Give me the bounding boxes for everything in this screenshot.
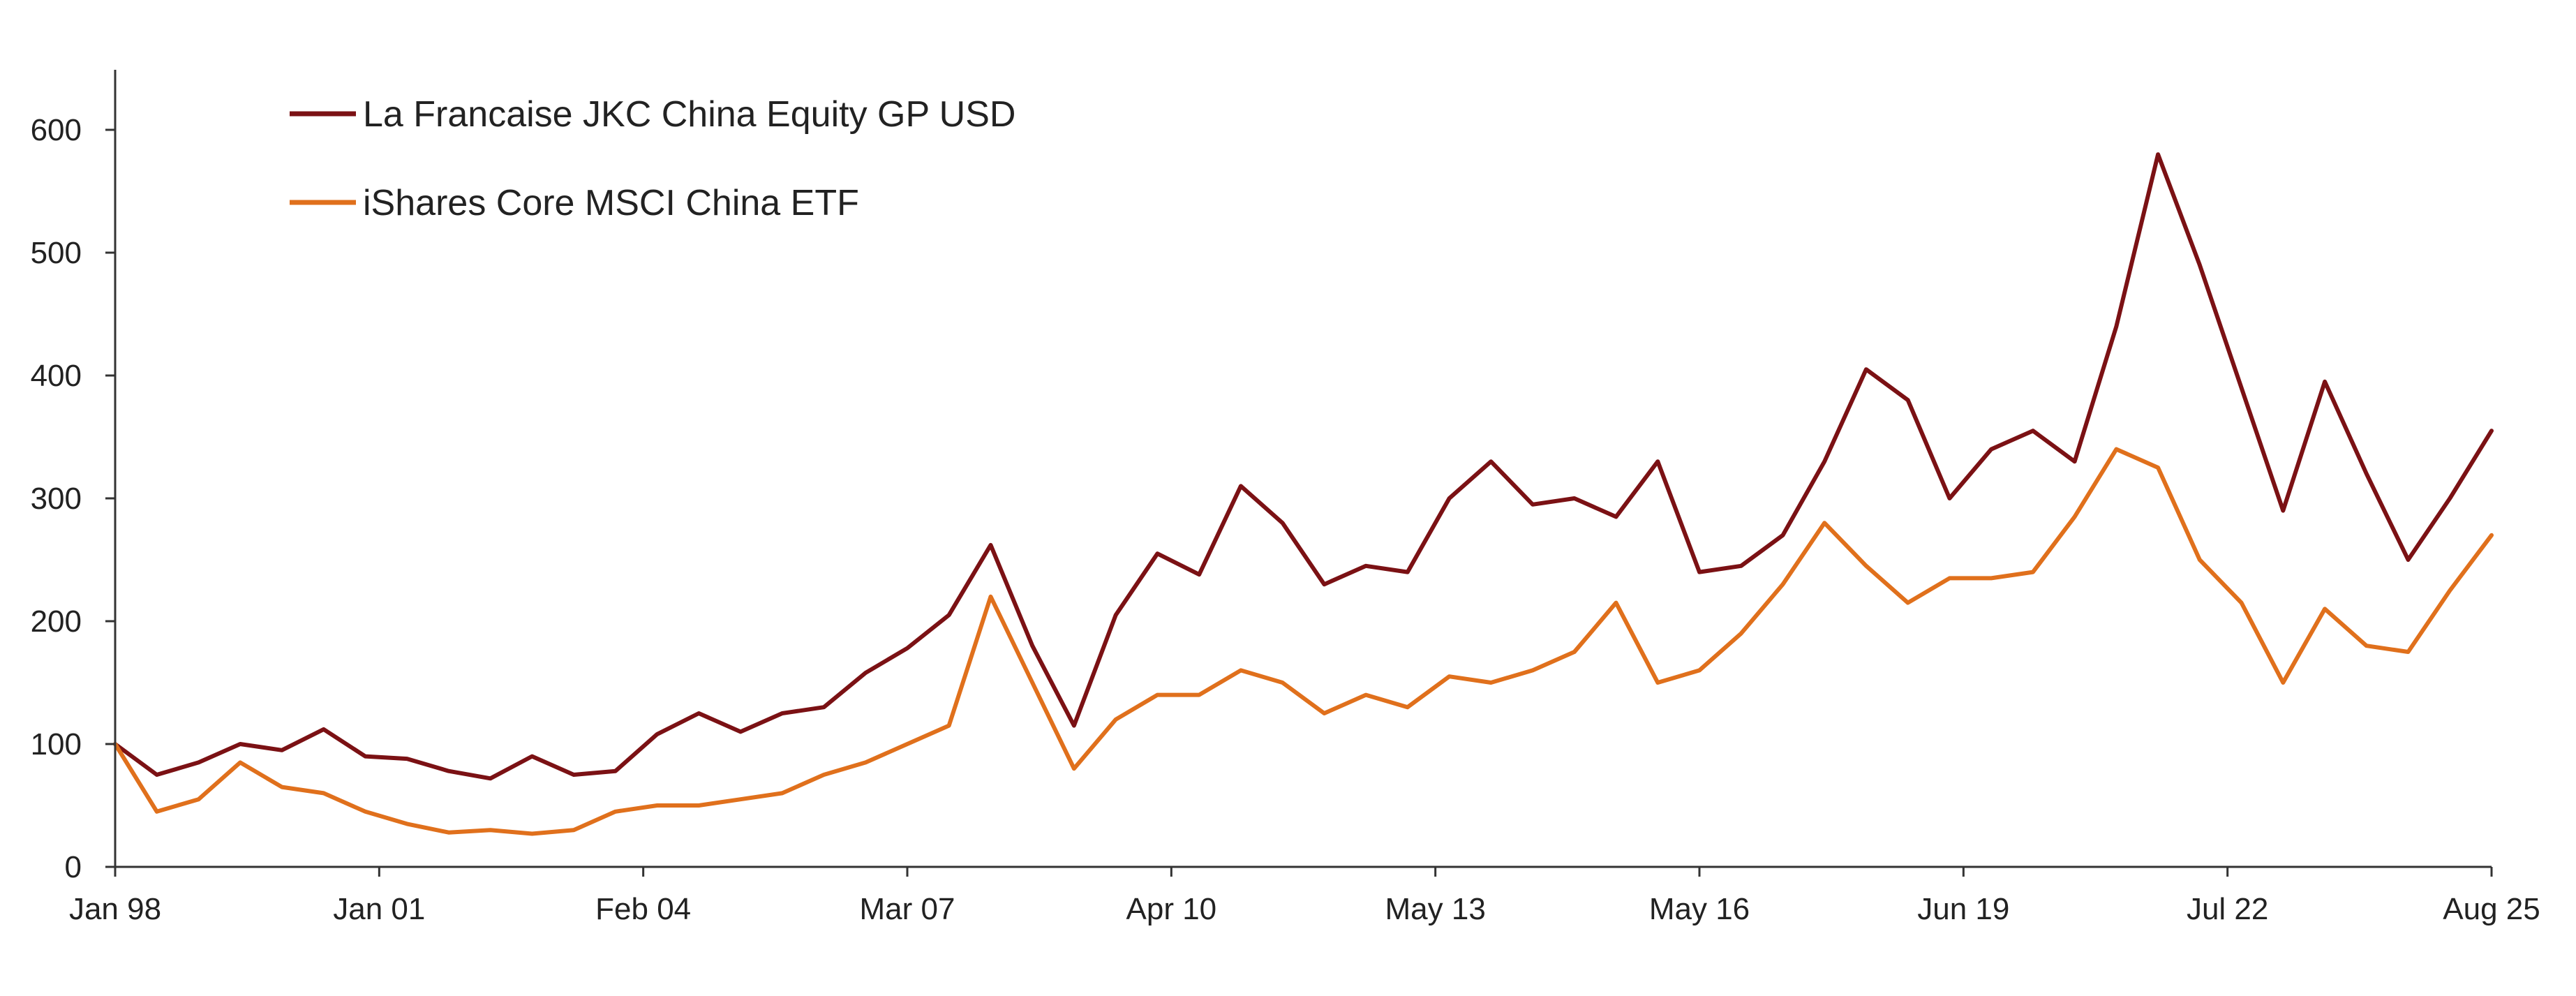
y-tick-label: 100 [31,727,82,761]
y-tick-label: 500 [31,236,82,270]
x-tick-label: Feb 04 [595,892,691,926]
y-tick-label: 600 [31,113,82,147]
series-line-1 [113,447,2494,836]
x-tick-label: Jun 19 [1917,892,2009,926]
y-tick-label: 400 [31,359,82,393]
legend-label-series-0: La Francaise JKC China Equity GP USD [363,94,1015,135]
legend-item-series-1: iShares Core MSCI China ETF [290,183,859,223]
axes: 0 100 200 300 400 500 600 Jan 98 Jan 01 Feb 04 Mar… [31,70,2540,926]
series-lines [113,152,2494,836]
x-tick-label: Jul 22 [2187,892,2268,926]
legend-item-series-0: La Francaise JKC China Equity GP USD [290,94,1015,135]
legend-label-series-1: iShares Core MSCI China ETF [363,183,859,223]
x-tick-label: Jan 98 [69,892,161,926]
x-tick-label: May 13 [1385,892,1486,926]
legend: La Francaise JKC China Equity GP USD iSh… [290,94,1015,223]
x-tick-label: Aug 25 [2443,892,2540,926]
x-tick-label: May 16 [1649,892,1750,926]
x-tick-label: Jan 01 [333,892,425,926]
y-tick-label: 200 [31,604,82,639]
y-tick-label: 0 [65,850,82,884]
y-tick-label: 300 [31,482,82,516]
x-tick-label: Apr 10 [1126,892,1217,926]
x-tick-label: Mar 07 [860,892,955,926]
series-line-0 [113,152,2494,781]
